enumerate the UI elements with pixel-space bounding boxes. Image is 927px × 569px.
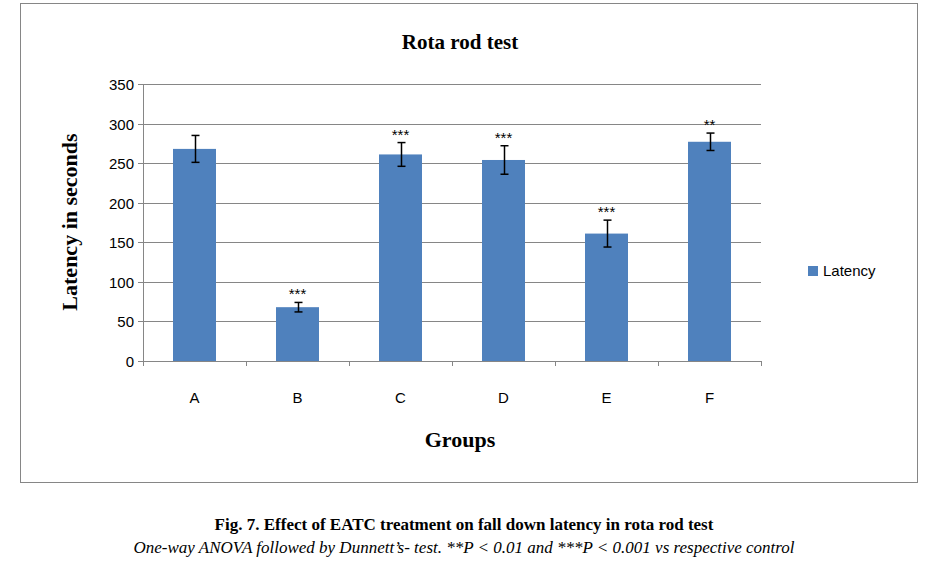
x-tick xyxy=(658,361,659,366)
error-bar-cap xyxy=(398,166,406,168)
y-tick-label: 150 xyxy=(109,234,134,251)
error-bar-cap xyxy=(604,246,612,248)
error-bar xyxy=(295,302,303,311)
grid-line xyxy=(143,84,761,85)
error-bar xyxy=(604,220,612,247)
error-bar-stem xyxy=(710,133,712,150)
bar xyxy=(688,142,731,361)
bar xyxy=(482,160,525,361)
significance-label: *** xyxy=(289,285,307,302)
error-bar-stem xyxy=(504,146,506,174)
y-tick xyxy=(138,203,143,204)
x-tick-label: C xyxy=(395,389,406,406)
error-bar-stem xyxy=(195,135,197,162)
y-tick-label: 350 xyxy=(109,76,134,93)
x-tick xyxy=(761,361,762,366)
y-axis xyxy=(143,84,144,361)
grid-line xyxy=(143,321,761,322)
legend-label: Latency xyxy=(823,262,876,279)
x-tick xyxy=(452,361,453,366)
x-axis-label: Groups xyxy=(425,427,496,452)
grid-line xyxy=(143,163,761,164)
significance-label: *** xyxy=(392,126,410,143)
grid-line xyxy=(143,124,761,125)
y-tick xyxy=(138,321,143,322)
y-tick xyxy=(138,361,143,362)
error-bar xyxy=(707,133,715,150)
y-tick-label: 100 xyxy=(109,274,134,291)
significance-label: *** xyxy=(598,203,616,220)
chart: Rota rod test 0 50 100 150 200 250 300 350 A B C D E F… xyxy=(0,0,927,569)
caption: Fig. 7. Effect of EATC treatment on fall… xyxy=(215,515,714,534)
grid-line xyxy=(143,242,761,243)
x-tick xyxy=(349,361,350,366)
error-bar-cap xyxy=(501,173,509,175)
error-bar-stem xyxy=(401,143,403,167)
x-tick xyxy=(143,361,144,366)
grid-line xyxy=(143,282,761,283)
error-bar-stem xyxy=(607,220,609,247)
x-tick-label: D xyxy=(498,389,509,406)
bar xyxy=(173,149,216,361)
error-bar xyxy=(398,143,406,167)
error-bar xyxy=(192,135,200,162)
error-bar-cap xyxy=(192,162,200,164)
error-bar-cap xyxy=(707,150,715,152)
chart-title: Rota rod test xyxy=(402,30,518,54)
y-tick-label: 0 xyxy=(126,353,134,370)
grid-line xyxy=(143,203,761,204)
y-tick-label: 200 xyxy=(109,195,134,212)
chart-frame xyxy=(21,4,918,483)
x-tick-label: E xyxy=(601,389,611,406)
plot-area xyxy=(173,133,731,361)
footnote: One-way ANOVA followed by Dunnett’s- tes… xyxy=(134,538,795,557)
y-tick xyxy=(138,124,143,125)
y-tick-label: 250 xyxy=(109,155,134,172)
x-tick xyxy=(555,361,556,366)
y-tick xyxy=(138,84,143,85)
x-tick-label: F xyxy=(705,389,714,406)
bar xyxy=(276,307,319,361)
legend-swatch xyxy=(808,266,818,276)
legend: Latency xyxy=(808,262,876,279)
bar xyxy=(379,154,422,361)
x-tick-label: A xyxy=(189,389,199,406)
x-tick-label: B xyxy=(292,389,302,406)
y-axis-label: Latency in seconds xyxy=(57,133,82,311)
y-tick-label: 300 xyxy=(109,116,134,133)
y-tick-label: 50 xyxy=(117,313,134,330)
significance-label: *** xyxy=(495,129,513,146)
y-tick xyxy=(138,163,143,164)
error-bar-cap xyxy=(192,135,200,137)
error-bar-cap xyxy=(295,311,303,313)
bar xyxy=(585,234,628,361)
y-tick xyxy=(138,282,143,283)
y-tick xyxy=(138,242,143,243)
error-bar-stem xyxy=(298,302,300,311)
error-bar xyxy=(501,146,509,174)
x-tick xyxy=(246,361,247,366)
significance-label: ** xyxy=(704,116,716,133)
